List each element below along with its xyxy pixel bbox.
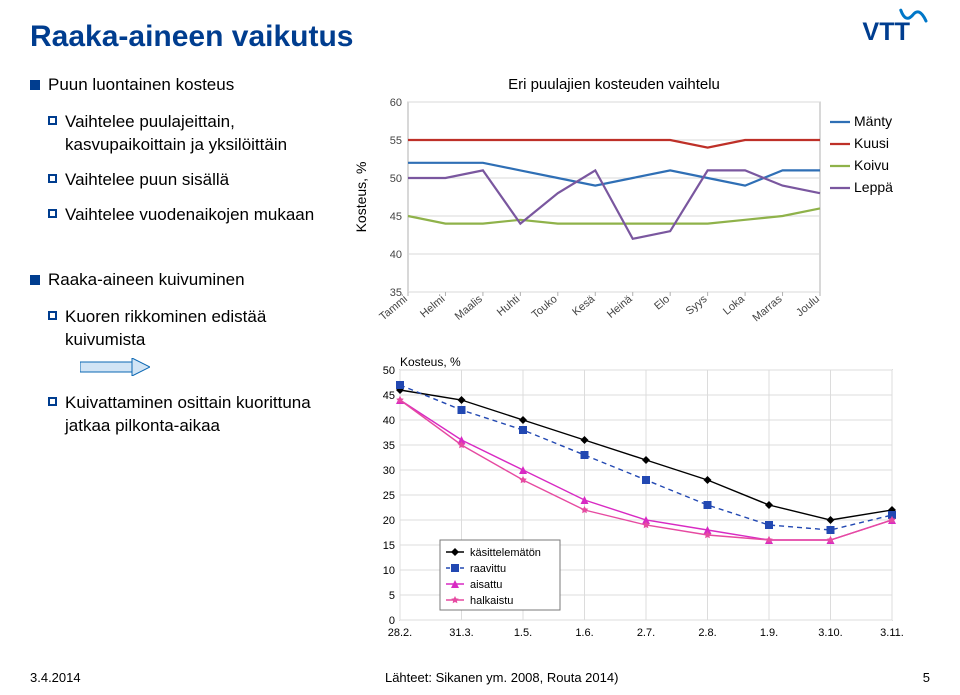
svg-text:Syys: Syys — [684, 293, 710, 318]
bullet-l1-a: Puun luontainen kosteus — [30, 74, 340, 97]
svg-text:2.8.: 2.8. — [698, 627, 716, 639]
svg-text:0: 0 — [389, 615, 395, 627]
svg-text:3.11.: 3.11. — [880, 627, 904, 639]
bullet-text: Kuivattaminen osittain kuorittuna jatkaa… — [65, 392, 340, 438]
bullet-l2-a3: Vaihtelee vuodenaikojen mukaan — [48, 204, 340, 227]
bullet-text: Vaihtelee vuodenaikojen mukaan — [65, 204, 314, 227]
svg-text:3.10.: 3.10. — [818, 627, 842, 639]
svg-text:45: 45 — [383, 390, 395, 402]
svg-text:28.2.: 28.2. — [388, 627, 412, 639]
svg-text:Heinä: Heinä — [605, 293, 635, 321]
svg-text:35: 35 — [383, 440, 395, 452]
svg-text:5: 5 — [389, 590, 395, 602]
svg-text:Marras: Marras — [751, 293, 785, 325]
svg-text:45: 45 — [390, 211, 402, 223]
footer-date: 3.4.2014 — [30, 670, 81, 685]
bullet-l2-b2: Kuivattaminen osittain kuorittuna jatkaa… — [48, 392, 340, 438]
svg-text:40: 40 — [390, 249, 402, 261]
svg-text:1.9.: 1.9. — [760, 627, 778, 639]
svg-text:55: 55 — [390, 135, 402, 147]
svg-text:Huhti: Huhti — [495, 293, 522, 319]
bullet-l1-b: Raaka-aineen kuivuminen — [30, 269, 340, 292]
svg-text:1.5.: 1.5. — [514, 627, 532, 639]
svg-text:Kesä: Kesä — [570, 293, 598, 319]
bullet-text: Kuoren rikkominen edistää kuivumista — [65, 306, 340, 352]
svg-text:50: 50 — [383, 365, 395, 377]
chart-drying-treatments: 0 5 10 15 20 25 30 35 40 45 50 28.2. 31.3. 1.5. 1.6. 2.… — [350, 352, 910, 652]
bullet-l2-b1: Kuoren rikkominen edistää kuivumista — [48, 306, 340, 352]
svg-text:halkaistu: halkaistu — [470, 595, 513, 607]
chart-moisture-by-species: 354045505560TammiHelmiMaalisHuhtiToukoKe… — [350, 74, 910, 344]
svg-text:50: 50 — [390, 173, 402, 185]
bullet-l2-a1: Vaihtelee puulajeittain, kasvupaikoittai… — [48, 111, 340, 157]
footer-source: Lähteet: Sikanen ym. 2008, Routa 2014) — [385, 670, 618, 685]
svg-text:Koivu: Koivu — [854, 157, 889, 173]
svg-text:VTT: VTT — [862, 18, 910, 46]
footer: 3.4.2014 Lähteet: Sikanen ym. 2008, Rout… — [30, 670, 930, 685]
svg-text:30: 30 — [383, 465, 395, 477]
svg-text:Touko: Touko — [530, 293, 560, 321]
svg-text:40: 40 — [383, 415, 395, 427]
svg-text:1.6.: 1.6. — [575, 627, 593, 639]
bullet-text: Vaihtelee puun sisällä — [65, 169, 229, 192]
svg-text:käsittelemätön: käsittelemätön — [470, 547, 541, 559]
svg-text:25: 25 — [383, 490, 395, 502]
svg-text:60: 60 — [390, 97, 402, 109]
svg-text:31.3.: 31.3. — [449, 627, 473, 639]
svg-text:15: 15 — [383, 540, 395, 552]
footer-page: 5 — [923, 670, 930, 685]
svg-text:aisattu: aisattu — [470, 579, 502, 591]
page-title: Raaka-aineen vaikutus — [30, 20, 930, 54]
bullet-l2-a2: Vaihtelee puun sisällä — [48, 169, 340, 192]
svg-text:10: 10 — [383, 565, 395, 577]
svg-text:Loka: Loka — [721, 293, 748, 318]
svg-text:Joulu: Joulu — [794, 293, 822, 319]
svg-text:Helmi: Helmi — [418, 293, 447, 320]
svg-text:Elo: Elo — [652, 293, 672, 312]
vtt-logo: VTT — [860, 8, 932, 46]
svg-text:Mänty: Mänty — [854, 113, 892, 129]
svg-text:Leppä: Leppä — [854, 179, 893, 195]
bullet-text: Vaihtelee puulajeittain, kasvupaikoittai… — [65, 111, 340, 157]
svg-text:raavittu: raavittu — [470, 563, 506, 575]
svg-text:2.7.: 2.7. — [637, 627, 655, 639]
arrow-icon — [80, 358, 340, 383]
svg-text:Kosteus, %: Kosteus, % — [353, 162, 369, 233]
svg-text:Kosteus, %: Kosteus, % — [400, 355, 461, 369]
svg-text:Kuusi: Kuusi — [854, 135, 889, 151]
svg-text:20: 20 — [383, 515, 395, 527]
svg-text:Maalis: Maalis — [453, 293, 485, 323]
bullet-text: Raaka-aineen kuivuminen — [48, 269, 245, 292]
svg-text:Eri puulajien kosteuden vaihte: Eri puulajien kosteuden vaihtelu — [508, 76, 720, 93]
bullet-text: Puun luontainen kosteus — [48, 74, 234, 97]
